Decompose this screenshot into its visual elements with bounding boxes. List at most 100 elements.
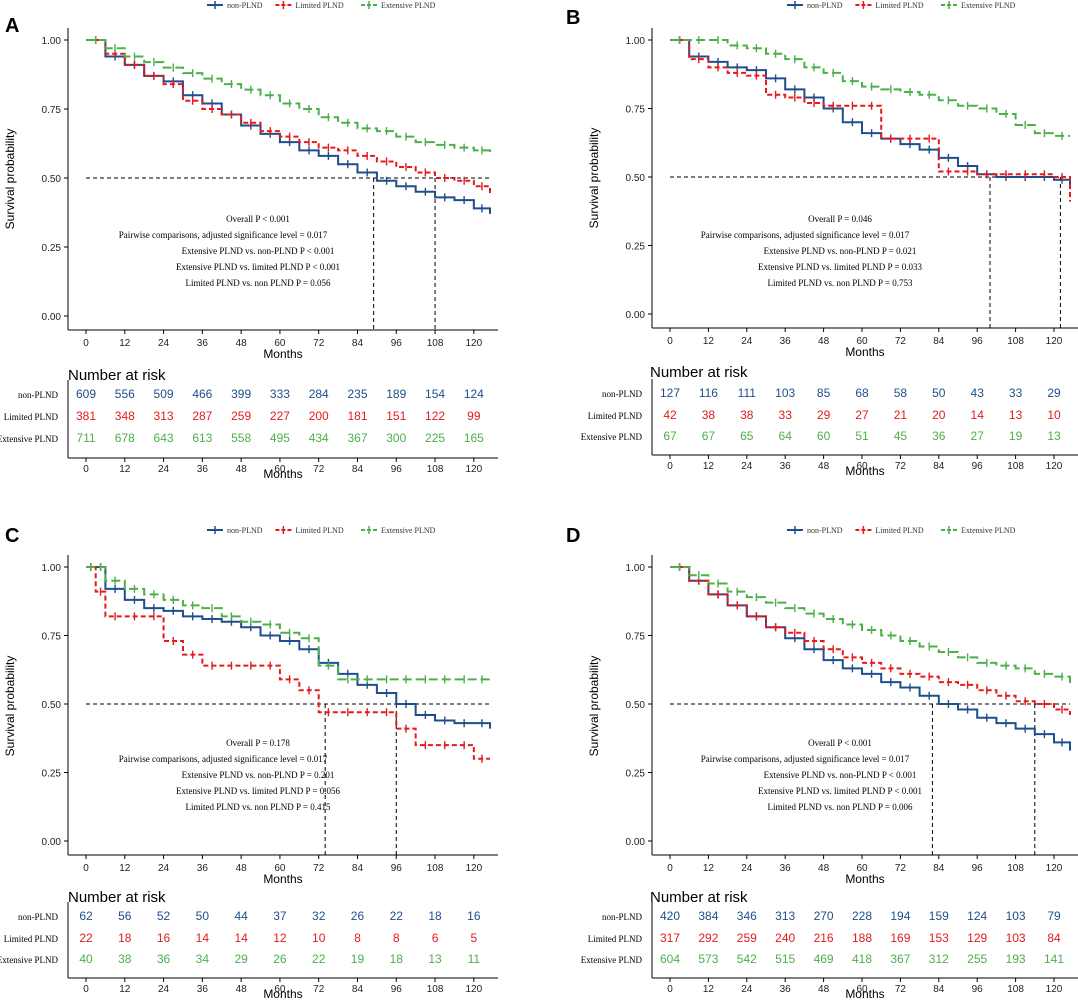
stats-line: Extensive PLND vs. non-PLND P = 0.021	[764, 246, 917, 256]
risk-x-tick-label: 84	[933, 461, 945, 472]
stats-line: Overall P < 0.001	[226, 214, 290, 224]
risk-value: 99	[467, 409, 481, 423]
risk-x-tick-label: 108	[427, 984, 444, 995]
stats-line: Extensive PLND vs. limited PLND P = 0.05…	[176, 786, 340, 796]
risk-x-tick-label: 48	[818, 984, 830, 995]
risk-x-tick-label: 12	[119, 464, 131, 475]
risk-value: 348	[115, 409, 135, 423]
risk-value: 5	[470, 931, 477, 945]
risk-value: 103	[1006, 931, 1026, 945]
risk-x-tick-label: 24	[158, 984, 170, 995]
x-tick-label: 12	[119, 338, 131, 349]
x-tick-label: 48	[236, 863, 248, 874]
stats-line: Extensive PLND vs. limited PLND P = 0.03…	[758, 262, 922, 272]
risk-value: 643	[154, 431, 174, 445]
stats-line: Pairwise comparisons, adjusted significa…	[119, 754, 328, 764]
curve-extensive-plnd	[86, 39, 491, 156]
legend-label: Extensive PLND	[961, 1, 1016, 10]
risk-x-tick-label: 48	[236, 464, 248, 475]
risk-value: 16	[157, 931, 171, 945]
risk-value: 225	[425, 431, 445, 445]
risk-value: 22	[79, 931, 93, 945]
risk-value: 122	[425, 409, 445, 423]
x-tick-label: 72	[313, 338, 325, 349]
risk-x-tick-label: 72	[313, 984, 325, 995]
risk-x-tick-label: 60	[274, 464, 286, 475]
risk-value: 159	[929, 909, 949, 923]
risk-value: 153	[929, 931, 949, 945]
risk-value: 124	[967, 909, 987, 923]
risk-value: 19	[1009, 429, 1023, 443]
risk-x-tick-label: 12	[703, 461, 715, 472]
risk-value: 29	[817, 408, 831, 422]
x-tick-label: 36	[197, 863, 209, 874]
risk-value: 42	[663, 408, 677, 422]
y-tick-label: 1.00	[42, 36, 62, 47]
y-tick-label: 0.75	[626, 105, 646, 116]
risk-value: 67	[702, 429, 716, 443]
risk-value: 558	[231, 431, 251, 445]
risk-x-tick-label: 108	[1007, 461, 1024, 472]
risk-row-label: Extensive PLND	[581, 432, 643, 442]
legend-label: non-PLND	[227, 526, 263, 535]
legend-item: non-PLND	[787, 526, 843, 535]
y-axis-title: Survival probability	[3, 656, 17, 757]
y-tick-label: 0.50	[42, 700, 62, 711]
curve-extensive-plnd	[86, 566, 490, 681]
risk-value: 13	[1009, 408, 1023, 422]
stats-line: Extensive PLND vs. non-PLND P < 0.001	[182, 246, 335, 256]
risk-value: 609	[76, 387, 96, 401]
curve-limited-plnd	[86, 566, 490, 760]
risk-value: 181	[347, 409, 367, 423]
risk-value: 79	[1047, 909, 1061, 923]
risk-value: 18	[118, 931, 132, 945]
x-tick-label: 48	[818, 336, 830, 347]
risk-value: 613	[192, 431, 212, 445]
risk-value: 27	[971, 429, 985, 443]
risk-row-label: non-PLND	[602, 389, 642, 399]
risk-value: 227	[270, 409, 290, 423]
risk-value: 13	[1047, 429, 1061, 443]
legend-label: Extensive PLND	[961, 526, 1016, 535]
risk-value: 26	[273, 952, 287, 966]
risk-value: 10	[1047, 408, 1061, 422]
risk-value: 127	[660, 386, 680, 400]
risk-x-tick-label: 96	[972, 984, 984, 995]
risk-x-tick-label: 120	[465, 464, 482, 475]
legend-item: Limited PLND	[275, 526, 344, 535]
risk-x-axis-title: Months	[845, 987, 884, 1001]
risk-value: 189	[386, 387, 406, 401]
risk-x-tick-label: 120	[1046, 984, 1063, 995]
risk-value: 85	[817, 386, 831, 400]
legend: non-PLND Limited PLND Extensive PLND	[787, 526, 1016, 535]
x-tick-label: 24	[741, 336, 753, 347]
risk-table-title: Number at risk	[650, 364, 748, 381]
panel-letter: B	[566, 7, 580, 29]
risk-value: 300	[386, 431, 406, 445]
risk-value: 604	[660, 952, 680, 966]
risk-value: 188	[852, 931, 872, 945]
risk-value: 678	[115, 431, 135, 445]
curve-limited-plnd	[86, 39, 491, 195]
x-axis-title: Months	[263, 347, 302, 361]
x-axis-title: Months	[263, 872, 302, 886]
risk-value: 6	[432, 931, 439, 945]
stats-line: Extensive PLND vs. limited PLND P < 0.00…	[758, 786, 922, 796]
risk-value: 466	[192, 387, 212, 401]
risk-value: 36	[932, 429, 946, 443]
risk-table-title: Number at risk	[68, 367, 166, 384]
risk-value: 38	[740, 408, 754, 422]
risk-value: 418	[852, 952, 872, 966]
legend-label: non-PLND	[227, 1, 263, 10]
legend-item: Extensive PLND	[361, 526, 436, 535]
risk-value: 62	[79, 909, 93, 923]
y-axis-title: Survival probability	[3, 129, 17, 230]
risk-value: 36	[157, 952, 171, 966]
risk-value: 515	[775, 952, 795, 966]
risk-value: 259	[737, 931, 757, 945]
x-tick-label: 96	[972, 336, 984, 347]
